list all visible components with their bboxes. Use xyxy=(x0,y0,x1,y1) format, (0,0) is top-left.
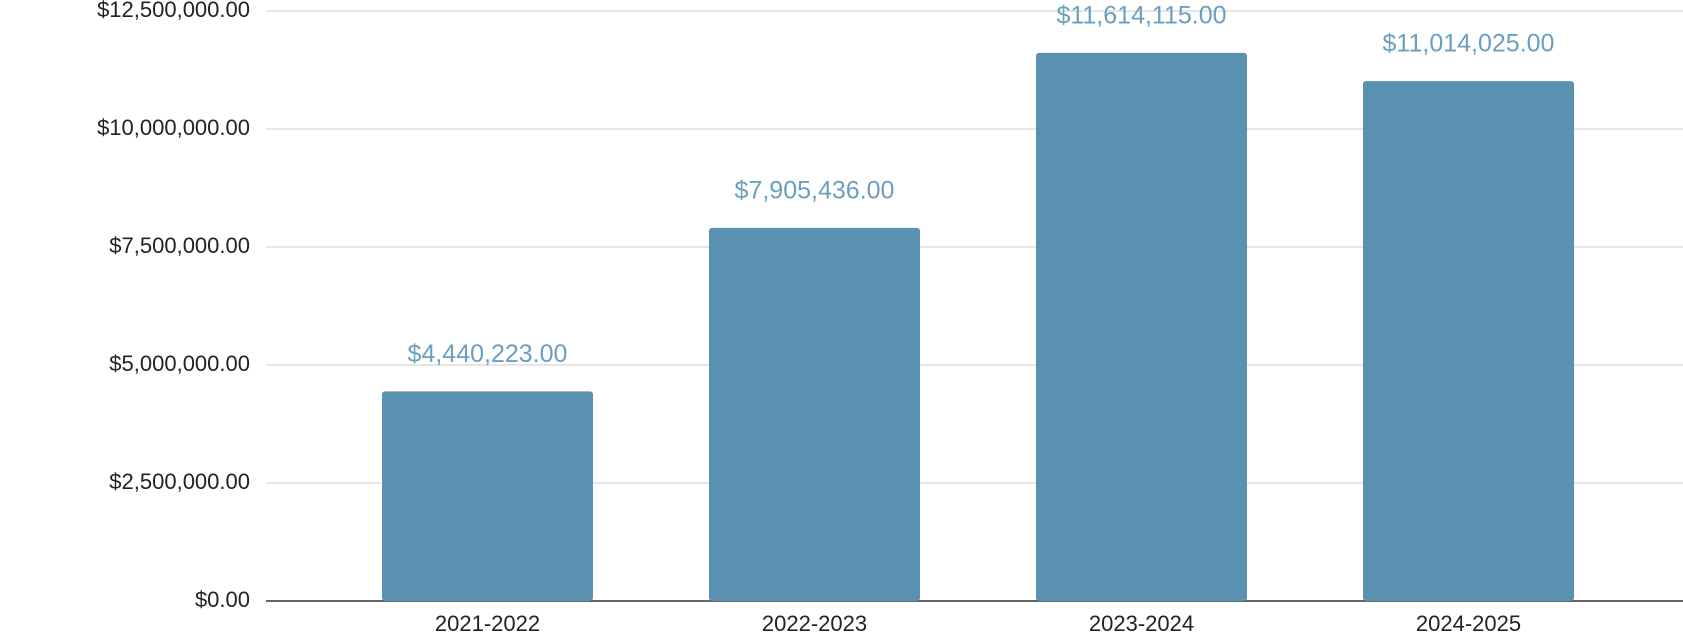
value-label: $11,614,115.00 xyxy=(1056,1,1226,29)
bar xyxy=(1363,81,1574,602)
y-tick-label: $0.00 xyxy=(195,587,250,612)
y-tick-label: $10,000,000.00 xyxy=(97,115,250,140)
bar xyxy=(709,227,920,602)
value-label: $4,440,223.00 xyxy=(408,340,568,368)
bar xyxy=(382,391,593,601)
y-tick-label: $2,500,000.00 xyxy=(109,469,250,494)
x-tick-label: 2021-2022 xyxy=(435,611,540,636)
bar xyxy=(1036,52,1247,601)
x-tick-label: 2024-2025 xyxy=(1416,611,1521,636)
y-tick-label: $7,500,000.00 xyxy=(109,233,250,258)
x-tick-label: 2023-2024 xyxy=(1089,611,1194,636)
value-label: $11,014,025.00 xyxy=(1383,30,1555,58)
x-tick-label: 2022-2023 xyxy=(762,611,867,636)
y-tick-label: $5,000,000.00 xyxy=(109,351,250,376)
y-tick-label: $12,500,000.00 xyxy=(97,0,250,22)
value-label: $7,905,436.00 xyxy=(735,176,895,204)
